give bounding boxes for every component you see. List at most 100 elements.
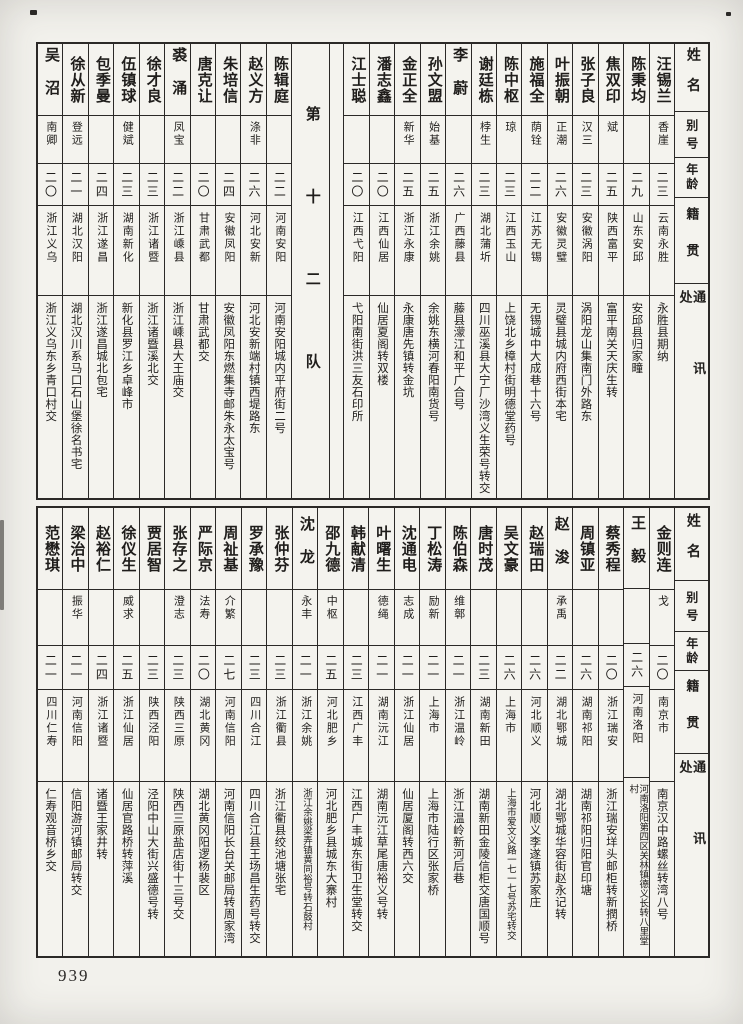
address-text: 诸暨王家井转 bbox=[95, 788, 108, 860]
name-cell: 金则连 bbox=[649, 508, 674, 590]
byname-cell bbox=[496, 590, 522, 646]
name-cell: 吴沼 bbox=[37, 44, 63, 116]
native-text: 安徽凤阳 bbox=[222, 212, 235, 264]
address-text: 河北肥乡县城东大寨村 bbox=[324, 788, 337, 908]
native-text: 河南安阳 bbox=[273, 212, 286, 264]
byname-cell: 新华 bbox=[395, 116, 420, 164]
address-cell: 浙江余姚梁弄镇黄同裕号转石鼓村 bbox=[293, 782, 317, 956]
person-column: 韩献清 二三 江西广丰 江西广丰城东街卫生堂转交 bbox=[342, 508, 369, 956]
name-cell: 江士聪 bbox=[344, 44, 369, 116]
address-cell: 南京汉中路螺丝转湾八号 bbox=[650, 782, 674, 956]
native-cell: 河北安新 bbox=[241, 206, 266, 296]
age-cell: 二二 bbox=[266, 164, 292, 206]
native-text: 四川合江 bbox=[248, 696, 261, 748]
name-cell: 陈辑庭 bbox=[266, 44, 292, 116]
byname-cell bbox=[624, 116, 649, 164]
person-column: 金正全 新华 二五 浙江永康 永康唐先镇转金坑 bbox=[394, 44, 420, 498]
name-cell: 吴文豪 bbox=[496, 508, 522, 590]
native-cell: 陕西三原 bbox=[165, 690, 190, 782]
address-text: 藤县濛江和平广合号 bbox=[452, 302, 465, 410]
address-text: 河南安阳城内平府街二号 bbox=[273, 302, 286, 434]
byname-text: 始基 bbox=[427, 121, 440, 147]
byname-cell: 正潮 bbox=[547, 116, 573, 164]
byname-cell: 荫铨 bbox=[522, 116, 547, 164]
address-cell: 河南信阳长台关邮局转周家湾 bbox=[216, 782, 240, 956]
byname-cell bbox=[139, 590, 165, 646]
person-column: 吴文豪 二六 上海市 上海市爱文义路一七一七号苏宅转交 bbox=[495, 508, 522, 956]
address-cell: 仙居夏阁转双楼 bbox=[370, 296, 394, 498]
name-text: 汪锡兰 bbox=[654, 55, 671, 104]
byname-text: 德绳 bbox=[376, 595, 389, 621]
native-cell: 浙江仙居 bbox=[394, 690, 420, 782]
name-cell: 张子良 bbox=[573, 44, 598, 116]
page-number: 939 bbox=[58, 966, 90, 985]
byname-text: 南卿 bbox=[44, 121, 57, 147]
native-cell: 湖南祁阳 bbox=[573, 690, 598, 782]
name-text: 张存之 bbox=[170, 524, 187, 573]
name-text: 沈龙 bbox=[297, 515, 314, 582]
name-cell: 丁松涛 bbox=[420, 508, 445, 590]
name-cell: 包季曼 bbox=[88, 44, 114, 116]
name-cell: 李蔚 bbox=[446, 44, 471, 116]
name-text: 陈中枢 bbox=[502, 55, 519, 104]
age-text: 二三 bbox=[119, 170, 134, 199]
age-text: 二六 bbox=[553, 170, 568, 199]
address-cell: 仙居官路桥转萍溪 bbox=[114, 782, 138, 956]
person-column: 张存之 澄志 二三 陕西三原 陕西三原盐店街十三号交 bbox=[164, 508, 190, 956]
byname-text: 登远 bbox=[70, 121, 83, 147]
header-byname-cell: 别号 bbox=[675, 112, 708, 159]
person-column: 邵九德 中枢 二五 河北肥乡 河北肥乡县城东大寨村 bbox=[317, 508, 343, 956]
name-cell: 汪锡兰 bbox=[649, 44, 674, 116]
name-cell: 金正全 bbox=[395, 44, 420, 116]
address-text: 四川巫溪县大宁厂沙湾义生荣号转交 bbox=[477, 302, 490, 494]
header-native-label: 籍贯 bbox=[684, 679, 700, 752]
age-cell: 二七 bbox=[216, 646, 241, 690]
native-cell: 江西弋阳 bbox=[344, 206, 369, 296]
address-text: 浙江温岭新河后巷 bbox=[451, 788, 464, 884]
age-text: 二三 bbox=[349, 653, 364, 682]
address-text: 甘肃武都交 bbox=[196, 302, 209, 362]
name-text: 金则连 bbox=[654, 524, 671, 573]
name-cell: 徐才良 bbox=[139, 44, 165, 116]
age-cell: 二一 bbox=[420, 646, 445, 690]
age-cell: 二五 bbox=[420, 164, 446, 206]
address-text: 仙居夏阁转双楼 bbox=[376, 302, 388, 386]
header-age-label: 年龄 bbox=[684, 163, 699, 193]
byname-cell: 始基 bbox=[420, 116, 446, 164]
name-cell: 王毅 bbox=[624, 508, 649, 589]
native-text: 河北肥乡 bbox=[325, 696, 338, 748]
address-text: 浙江衢县绞池塘张宅 bbox=[273, 788, 286, 896]
person-column: 周祉基 介繁 二七 河南信阳 河南信阳长台关邮局转周家湾 bbox=[215, 508, 241, 956]
person-column: 焦双印斌二五 陕西富平 富平南关天庆生转 bbox=[597, 44, 624, 498]
age-text: 二三 bbox=[170, 653, 185, 682]
native-text: 河南洛阳 bbox=[631, 693, 644, 746]
byname-cell: 戈 bbox=[649, 590, 674, 646]
native-cell: 浙江诸暨 bbox=[139, 206, 165, 296]
name-cell: 周镇亚 bbox=[573, 508, 598, 590]
age-cell: 二六 bbox=[241, 164, 266, 206]
age-text: 二六 bbox=[527, 653, 542, 682]
age-cell: 二〇 bbox=[37, 164, 63, 206]
address-cell: 安徽凤阳东燃集寺邮朱永太宝号 bbox=[216, 296, 240, 498]
person-column: 罗承豫 二三 四川合江 四川合江县王场昌生药号转交 bbox=[240, 508, 267, 956]
person-column: 徐仪生 威求 二五 浙江仙居 仙居官路桥转萍溪 bbox=[113, 508, 139, 956]
name-text: 范懋琪 bbox=[43, 524, 59, 573]
byname-cell: 香崖 bbox=[649, 116, 674, 164]
native-text: 浙江温岭 bbox=[452, 696, 465, 748]
native-cell: 浙江余姚 bbox=[420, 206, 446, 296]
address-text: 永胜县期纳 bbox=[655, 302, 668, 362]
address-cell: 浙江温岭新河后巷 bbox=[446, 782, 470, 956]
address-cell: 新化县罗江乡卓峰市 bbox=[114, 296, 138, 498]
name-cell: 蔡秀程 bbox=[598, 508, 624, 590]
byname-text: 汉三 bbox=[580, 121, 593, 147]
person-column: 吴沼 南卿 二〇 浙江义乌 浙江义乌东乡青口村交 bbox=[37, 44, 63, 498]
age-text: 二三 bbox=[502, 170, 517, 199]
native-cell: 江西广丰 bbox=[343, 690, 369, 782]
native-cell: 河南安阳 bbox=[266, 206, 292, 296]
native-text: 河北顺义 bbox=[529, 696, 542, 748]
native-cell: 湖北鄂城 bbox=[547, 690, 573, 782]
header-byname-label: 别号 bbox=[684, 590, 699, 627]
name-cell: 裘涌 bbox=[165, 44, 190, 116]
native-text: 江苏无锡 bbox=[529, 212, 542, 264]
name-cell: 韩献清 bbox=[343, 508, 369, 590]
